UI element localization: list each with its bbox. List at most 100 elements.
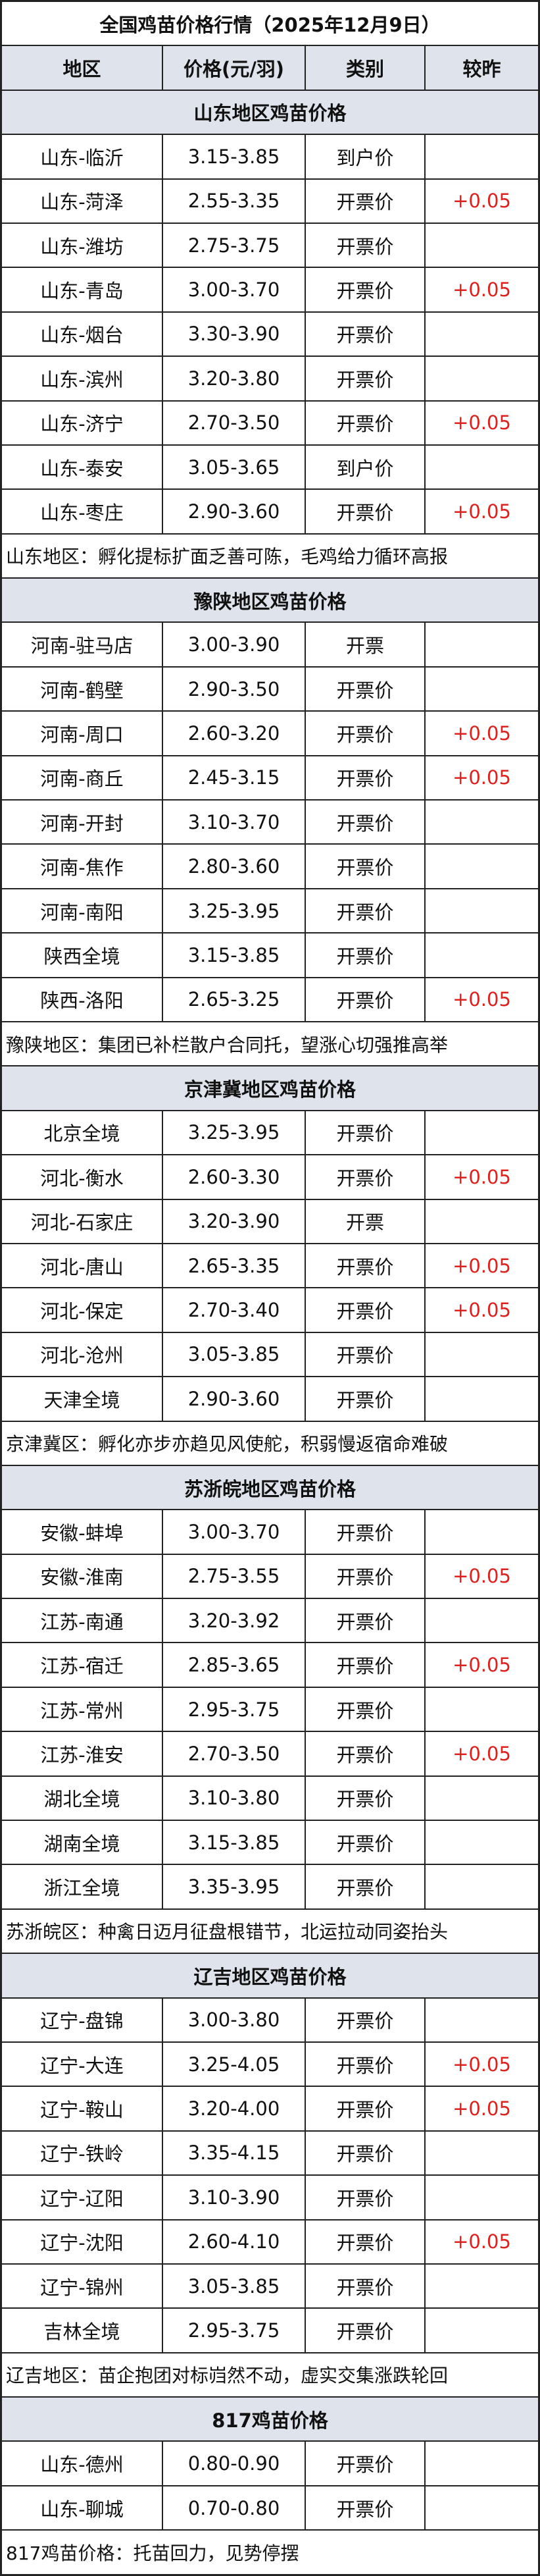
section-row: 山东地区鸡苗价格 bbox=[2, 90, 538, 136]
price-type: 开票价 bbox=[306, 223, 426, 267]
price: 2.85-3.65 bbox=[163, 1643, 306, 1687]
data-row: 辽宁-辽阳 3.10-3.90 开票价 bbox=[2, 2176, 538, 2221]
data-row: 陕西全境 3.15-3.85 开票价 bbox=[2, 933, 538, 978]
price-type: 开票价 bbox=[306, 357, 426, 400]
price: 3.20-4.00 bbox=[163, 2087, 306, 2130]
data-row: 山东-德州 0.80-0.90 开票价 bbox=[2, 2442, 538, 2486]
region: 河南-鹤壁 bbox=[2, 667, 163, 711]
region: 江苏-南通 bbox=[2, 1599, 163, 1643]
region: 天津全境 bbox=[2, 1377, 163, 1421]
region: 河南-焦作 bbox=[2, 845, 163, 888]
change bbox=[426, 313, 538, 355]
data-row: 河南-南阳 3.25-3.95 开票价 bbox=[2, 889, 538, 934]
region: 辽宁-沈阳 bbox=[2, 2220, 163, 2263]
price: 2.70-3.50 bbox=[163, 401, 306, 444]
change bbox=[426, 2265, 538, 2307]
region: 河北-唐山 bbox=[2, 1244, 163, 1288]
price: 2.80-3.60 bbox=[163, 845, 306, 888]
data-row: 湖北全境 3.10-3.80 开票价 bbox=[2, 1776, 538, 1822]
data-row: 陕西-洛阳 2.65-3.25 开票价 +0.05 bbox=[2, 978, 538, 1022]
data-row: 山东-滨州 3.20-3.80 开票价 bbox=[2, 357, 538, 402]
change: +0.05 bbox=[453, 2230, 511, 2253]
section-title: 817鸡苗价格 bbox=[2, 2398, 538, 2441]
region: 湖北全境 bbox=[2, 1776, 163, 1820]
change: +0.05 bbox=[453, 1654, 511, 1677]
price: 0.80-0.90 bbox=[163, 2442, 306, 2485]
region: 山东-聊城 bbox=[2, 2486, 163, 2530]
price: 2.60-3.20 bbox=[163, 712, 306, 755]
note-row: 苏浙皖区：种禽日迈月征盘根错节，北运拉动同姿抬头 bbox=[2, 1910, 538, 1955]
change: +0.05 bbox=[453, 190, 511, 213]
price: 3.05-3.85 bbox=[163, 1332, 306, 1377]
data-row: 安徽-蚌埠 3.00-3.70 开票价 bbox=[2, 1510, 538, 1555]
data-row: 江苏-淮安 2.70-3.50 开票价 +0.05 bbox=[2, 1732, 538, 1777]
region: 陕西全境 bbox=[2, 933, 163, 977]
note-row: 豫陕地区：集团已补栏散户合同托，望涨心切强推高举 bbox=[2, 1022, 538, 1067]
price: 3.05-3.65 bbox=[163, 445, 306, 489]
change: +0.05 bbox=[453, 766, 511, 789]
data-row: 湖南全境 3.15-3.85 开票价 bbox=[2, 1821, 538, 1866]
price: 2.60-4.10 bbox=[163, 2220, 306, 2263]
region: 陕西-洛阳 bbox=[2, 978, 163, 1021]
region: 江苏-淮安 bbox=[2, 1732, 163, 1775]
title-row: 全国鸡苗价格行情（2025年12月9日） bbox=[2, 2, 538, 47]
region: 山东-菏泽 bbox=[2, 179, 163, 223]
change: +0.05 bbox=[453, 1565, 511, 1588]
change: +0.05 bbox=[453, 1299, 511, 1322]
data-row: 辽宁-盘锦 3.00-3.80 开票价 bbox=[2, 1998, 538, 2043]
change bbox=[426, 2442, 538, 2484]
change bbox=[426, 2132, 538, 2174]
price-type: 开票价 bbox=[306, 401, 426, 444]
price-type: 到户价 bbox=[306, 135, 426, 178]
price: 3.15-3.85 bbox=[163, 933, 306, 977]
section-row: 豫陕地区鸡苗价格 bbox=[2, 579, 538, 623]
price: 3.25-3.95 bbox=[163, 889, 306, 933]
price: 3.20-3.90 bbox=[163, 1199, 306, 1243]
price: 3.00-3.70 bbox=[163, 1510, 306, 1554]
section-title: 豫陕地区鸡苗价格 bbox=[2, 579, 538, 622]
section-note: 山东地区：孵化提标扩面乏善可陈，毛鸡给力循环高报 bbox=[6, 546, 449, 568]
note-row: 京津冀区：孵化亦步亦趋见风使舵，积弱慢返宿命难破 bbox=[2, 1422, 538, 1466]
region: 河南-周口 bbox=[2, 712, 163, 755]
price: 3.10-3.80 bbox=[163, 1776, 306, 1820]
section-row: 苏浙皖地区鸡苗价格 bbox=[2, 1465, 538, 1511]
region: 河北-沧州 bbox=[2, 1332, 163, 1377]
section-note: 京津冀区：孵化亦步亦趋见风使舵，积弱慢返宿命难破 bbox=[6, 1433, 449, 1456]
change: +0.05 bbox=[453, 988, 511, 1011]
region: 河南-开封 bbox=[2, 801, 163, 844]
price-type: 开票价 bbox=[306, 2264, 426, 2308]
column-header: 价格(元/羽) bbox=[163, 46, 306, 90]
change bbox=[426, 668, 538, 710]
price-type: 开票价 bbox=[306, 756, 426, 800]
price: 3.35-4.15 bbox=[163, 2131, 306, 2175]
price: 3.00-3.70 bbox=[163, 268, 306, 311]
region: 山东-青岛 bbox=[2, 268, 163, 311]
price: 2.90-3.60 bbox=[163, 1377, 306, 1421]
note-row: 山东地区：孵化提标扩面乏善可陈，毛鸡给力循环高报 bbox=[2, 535, 538, 579]
price: 2.45-3.15 bbox=[163, 756, 306, 800]
header-row: 地区 价格(元/羽) 类别 较昨 bbox=[2, 46, 538, 91]
data-row: 河南-焦作 2.80-3.60 开票价 bbox=[2, 845, 538, 889]
price: 2.90-3.60 bbox=[163, 490, 306, 533]
region: 北京全境 bbox=[2, 1111, 163, 1155]
section-title: 苏浙皖地区鸡苗价格 bbox=[2, 1465, 538, 1510]
price-type: 开票价 bbox=[306, 2131, 426, 2175]
price-type: 开票价 bbox=[306, 978, 426, 1021]
price-type: 开票价 bbox=[306, 1288, 426, 1332]
data-row: 河北-保定 2.70-3.40 开票价 +0.05 bbox=[2, 1288, 538, 1333]
section-note: 苏浙皖区：种禽日迈月征盘根错节，北运拉动同姿抬头 bbox=[6, 1921, 449, 1943]
price-type: 开票价 bbox=[306, 1111, 426, 1155]
price-type: 开票价 bbox=[306, 1865, 426, 1908]
change bbox=[426, 1510, 538, 1553]
change bbox=[426, 889, 538, 932]
price-type: 到户价 bbox=[306, 445, 426, 489]
price-type: 开票价 bbox=[306, 2309, 426, 2352]
price-type: 开票价 bbox=[306, 2176, 426, 2219]
change bbox=[426, 135, 538, 178]
price: 3.20-3.92 bbox=[163, 1599, 306, 1643]
price-type: 开票价 bbox=[306, 1155, 426, 1199]
data-row: 河北-沧州 3.05-3.85 开票价 bbox=[2, 1332, 538, 1378]
data-row: 山东-聊城 0.70-0.80 开票价 bbox=[2, 2486, 538, 2531]
data-row: 山东-潍坊 2.75-3.75 开票价 bbox=[2, 223, 538, 269]
price-type: 开票价 bbox=[306, 667, 426, 711]
